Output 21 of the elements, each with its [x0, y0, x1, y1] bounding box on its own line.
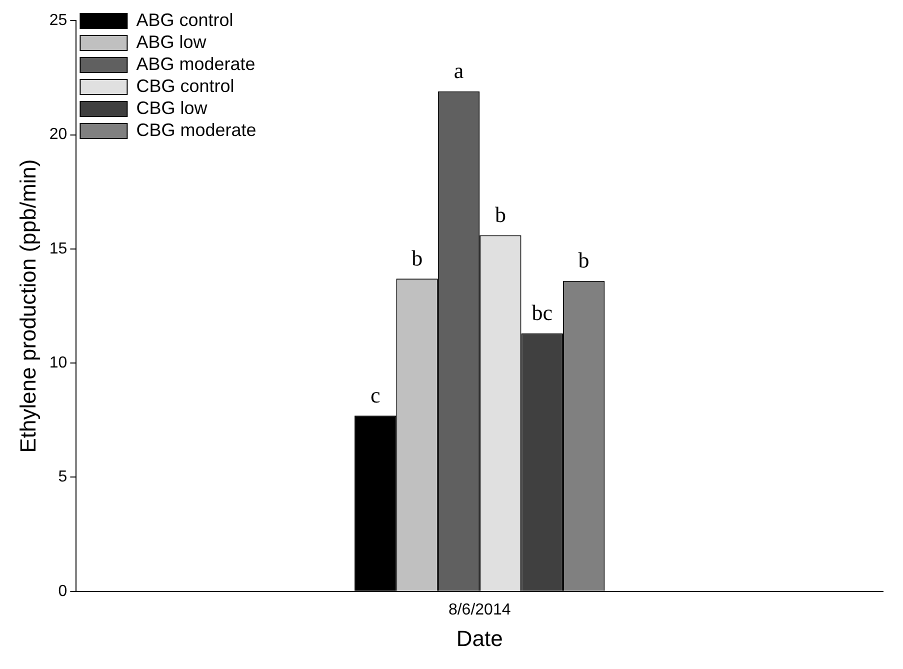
legend-label: CBG low	[136, 98, 208, 118]
y-tick-label: 5	[58, 468, 68, 486]
legend-label: CBG control	[136, 76, 234, 96]
data-label: b	[494, 202, 506, 227]
x-tick-label: 8/6/2014	[448, 601, 511, 618]
legend-label: ABG low	[136, 32, 208, 52]
y-tick-label: 0	[58, 582, 68, 600]
x-axis-title: Date	[456, 626, 503, 651]
y-tick-label: 25	[49, 12, 68, 30]
data-label: b	[412, 245, 423, 270]
data-label: b	[578, 248, 590, 273]
y-axis-title: Ethylene production (ppb/min)	[15, 159, 40, 453]
y-tick-label: 15	[49, 240, 68, 258]
data-label: bc	[532, 300, 553, 326]
legend-label: ABG control	[136, 10, 234, 30]
data-label: a	[454, 58, 464, 84]
legend-label: CBG moderate	[136, 120, 256, 140]
legend-label: ABG moderate	[136, 54, 256, 74]
y-tick-label: 20	[49, 126, 68, 144]
y-tick-label: 10	[49, 354, 68, 372]
data-label: c	[370, 382, 381, 408]
